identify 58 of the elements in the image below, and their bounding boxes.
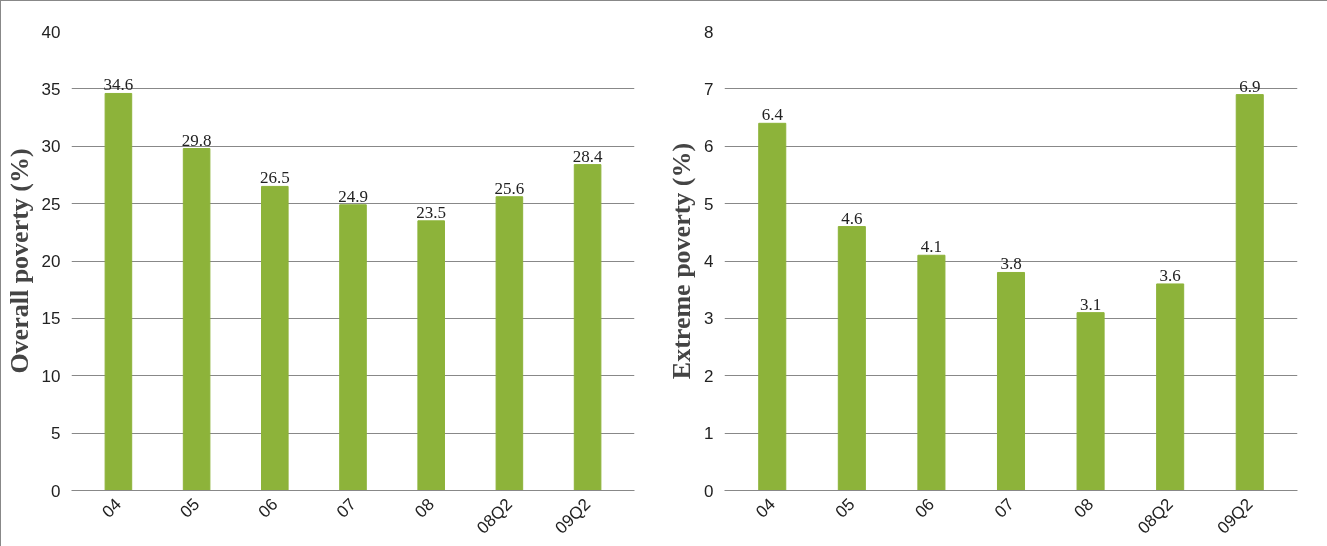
bar [758,122,787,491]
y-tick-label: 3 [704,309,714,329]
y-tick-label: 1 [704,424,714,444]
data-label: 3.8 [1000,254,1022,274]
bar [917,254,946,491]
y-tick-label: 30 [41,137,61,157]
x-tick-label: 05 [176,494,204,522]
x-tick-label: 08 [411,494,438,522]
bar [261,185,289,491]
data-label: 34.6 [103,75,134,95]
data-label: 3.6 [1159,265,1181,285]
y-tick-label: 10 [41,366,61,386]
y-tick-label: 5 [704,194,714,214]
data-label: 24.9 [338,186,368,206]
x-tick-label: 07 [332,494,360,522]
y-tick-label: 8 [704,22,714,42]
data-label: 6.9 [1239,76,1261,96]
y-tick-label: 20 [41,252,61,271]
x-tick-label: 07 [990,494,1018,522]
y-tick-label: 6 [704,137,714,157]
bar [495,196,524,491]
data-label: 26.5 [259,168,290,188]
bar [1076,312,1105,491]
x-tick-label: 06 [254,494,282,522]
x-tick-label: 08 [1070,494,1098,522]
data-label: 3.1 [1079,294,1102,314]
y-tick-label: 7 [704,79,714,99]
data-label: 6.4 [761,105,784,125]
data-label: 4.1 [920,237,943,257]
data-label: 28.4 [572,146,603,166]
y-tick-label: 5 [51,424,61,444]
y-tick-label: 0 [51,481,61,501]
y-tick-label: 4 [704,252,714,271]
y-tick-label: 2 [704,366,714,386]
y-tick-label: 0 [704,481,714,501]
data-label: 29.8 [181,130,212,150]
x-tick-label: 04 [98,494,126,522]
x-tick-label: 06 [911,494,939,522]
data-label: 23.5 [416,202,447,222]
y-tick-label: 40 [41,22,61,42]
bar [417,220,445,491]
bar [1156,283,1185,491]
bar [1235,94,1264,491]
y-axis-title: Overall poverty (%) [4,148,34,374]
y-tick-label: 25 [41,194,61,214]
x-tick-label: 04 [752,494,779,522]
bar [182,148,211,491]
bar [573,164,602,491]
data-label: 4.6 [841,208,863,228]
bar [339,204,367,491]
y-tick-label: 35 [41,79,61,99]
y-axis-title: Extreme poverty (%) [667,142,697,380]
bar [837,226,866,491]
y-tick-label: 15 [41,309,61,329]
data-label: 25.6 [494,178,525,198]
bar [104,92,133,491]
x-tick-label: 05 [831,494,859,522]
bar [996,271,1026,491]
